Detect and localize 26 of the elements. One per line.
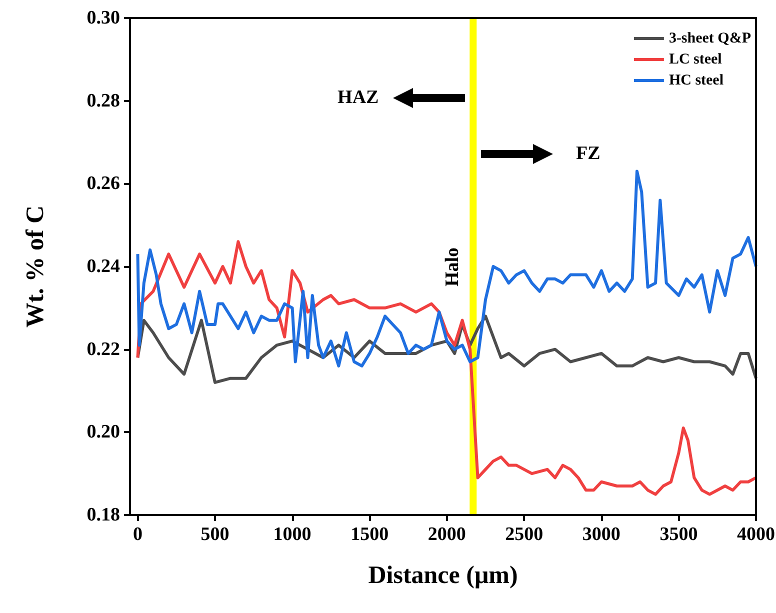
x-tick-label: 1500 [350,524,389,545]
y-tick-label: 0.28 [86,90,120,112]
line-series [136,170,758,368]
x-axis-title: Distance (μm) [368,562,518,589]
y-tick-label: 0.18 [86,504,120,526]
x-tick-label: 3500 [660,524,698,545]
y-axis-title: Wt. % of C [22,205,49,328]
x-tick-label: 500 [200,524,230,545]
x-tick-label: 2000 [428,524,466,545]
annotation: HAZ [338,87,379,109]
y-tick-label: 0.26 [86,173,120,194]
x-tick-label: 0 [132,524,142,545]
legend-label: HC steel [668,72,724,88]
x-tick-label: 1000 [273,524,312,545]
legend-label: 3-sheet Q&P [668,30,751,46]
legend-label: LC steel [668,52,722,68]
y-tick-label: 0.24 [86,256,120,277]
line-series [136,240,758,496]
x-tick-label: 3000 [582,524,620,545]
x-tick-label: 4000 [737,524,775,545]
y-tick-label: 0.22 [86,338,120,360]
ref-line-label: Halo [442,246,464,286]
y-tick-label: 0.20 [86,422,120,443]
x-tick-label: 2500 [505,524,544,545]
annotation: FZ [576,143,600,165]
y-tick-label: 0.30 [86,8,120,28]
